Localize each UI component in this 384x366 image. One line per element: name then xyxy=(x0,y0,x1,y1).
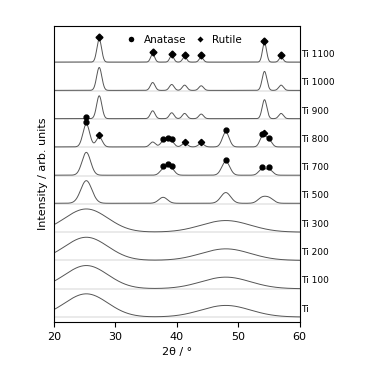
Text: Ti 1000: Ti 1000 xyxy=(301,78,335,87)
Y-axis label: Intensity / arb. units: Intensity / arb. units xyxy=(38,117,48,230)
Text: Ti 800: Ti 800 xyxy=(301,135,329,144)
Text: Ti 100: Ti 100 xyxy=(301,276,329,285)
Text: Ti 300: Ti 300 xyxy=(301,220,329,229)
Legend: Anatase, Rutile: Anatase, Rutile xyxy=(117,31,246,49)
Text: Ti 500: Ti 500 xyxy=(301,191,329,201)
Text: Ti 900: Ti 900 xyxy=(301,107,329,116)
Text: Ti 700: Ti 700 xyxy=(301,163,329,172)
Text: Ti: Ti xyxy=(301,305,309,314)
Text: Ti 1100: Ti 1100 xyxy=(301,50,335,59)
Text: Ti 200: Ti 200 xyxy=(301,248,329,257)
X-axis label: 2θ / °: 2θ / ° xyxy=(162,347,192,357)
